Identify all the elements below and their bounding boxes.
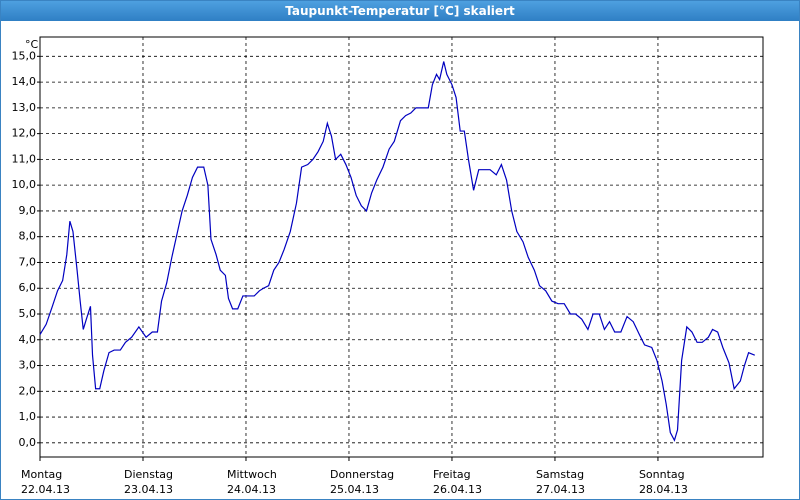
chart: °C 0,0 1,0 2,0 3,0 4,0 5,0 6,0 7,0 8,0 9,0 10,0 11,… — [12, 36, 764, 496]
y-tick-label: 2,0 — [19, 384, 37, 397]
y-tick-label: 11,0 — [12, 152, 37, 165]
y-tick-label: 3,0 — [19, 359, 37, 372]
x-tick-date: 25.04.13 — [330, 483, 379, 496]
x-tick-date: 26.04.13 — [433, 483, 482, 496]
y-tick-label: 1,0 — [19, 410, 37, 423]
x-tick-label: Donnerstag — [330, 468, 394, 481]
x-tick-date: 27.04.13 — [536, 483, 585, 496]
y-tick-label: 9,0 — [19, 204, 37, 217]
y-unit: °C — [25, 38, 39, 51]
x-tick-date: 22.04.13 — [21, 483, 70, 496]
y-tick-label: 12,0 — [12, 127, 37, 140]
x-tick-date: 24.04.13 — [227, 483, 276, 496]
x-tick-label: Montag — [21, 468, 62, 481]
y-tick-label: 5,0 — [19, 307, 37, 320]
x-tick-label: Dienstag — [124, 468, 173, 481]
x-tick-label: Sonntag — [639, 468, 685, 481]
y-tick-label: 14,0 — [12, 75, 37, 88]
y-tick-label: 13,0 — [12, 101, 37, 114]
data-line — [39, 61, 755, 442]
x-tick-date: 28.04.13 — [639, 483, 688, 496]
y-tick-label: 7,0 — [19, 255, 37, 268]
y-tick-label: 6,0 — [19, 281, 37, 294]
y-tick-label: 10,0 — [12, 178, 37, 191]
window-title: Taupunkt-Temperatur [°C] skaliert — [1, 1, 799, 21]
x-tick-label: Samstag — [536, 468, 584, 481]
x-tick-date: 23.04.13 — [124, 483, 173, 496]
x-tick-label: Mittwoch — [227, 468, 277, 481]
y-tick-label: 15,0 — [12, 49, 37, 62]
y-tick-label: 8,0 — [19, 230, 37, 243]
y-tick-label: 4,0 — [19, 333, 37, 346]
plot-area — [39, 36, 764, 458]
x-tick-label: Freitag — [433, 468, 471, 481]
y-tick-label: 0,0 — [19, 436, 37, 449]
